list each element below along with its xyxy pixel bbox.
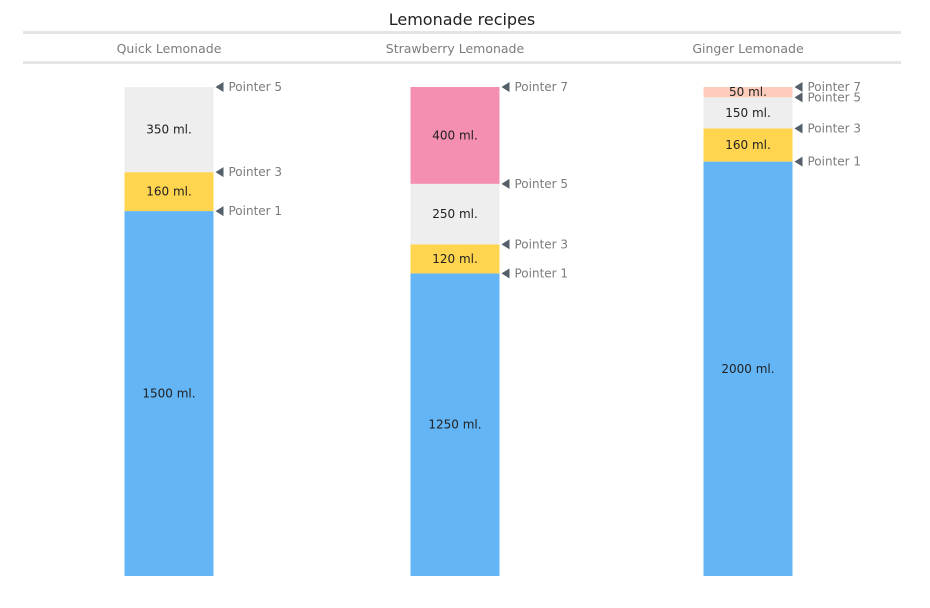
pointer-label: Pointer 1 [808, 155, 862, 169]
segment-value-label: 2000 ml. [721, 362, 774, 376]
pointer-arrow-icon [501, 82, 510, 92]
bar-segment [703, 97, 793, 129]
bar-segment [703, 128, 793, 162]
pointer-arrow-icon [501, 178, 510, 189]
pointer-arrow-icon [501, 239, 510, 250]
header-bottom-rule [23, 61, 901, 64]
pointer-label: Pointer 3 [808, 121, 862, 135]
pointer-arrow-icon [215, 82, 224, 92]
header-top-rule [23, 31, 901, 34]
pointer-label: Pointer 3 [515, 237, 569, 251]
pointer-label: Pointer 1 [515, 266, 569, 280]
bar-segment [124, 172, 214, 212]
pointer-arrow-icon [794, 156, 803, 167]
bar-segment [410, 87, 500, 184]
pointer-arrow-icon [215, 167, 224, 178]
columns-layer: Quick Lemonade 1500 ml. 160 ml. 350 ml. Poin… [117, 41, 862, 577]
segment-value-label: 250 ml. [432, 207, 478, 221]
segment-value-label: 160 ml. [725, 138, 771, 152]
segment-value-label: 400 ml. [432, 128, 478, 142]
segment-value-label: 1500 ml. [142, 387, 195, 401]
pointer-label: Pointer 5 [808, 90, 862, 104]
pointer-label: Pointer 7 [808, 80, 862, 94]
column-0: Quick Lemonade 1500 ml. 160 ml. 350 ml. Poin… [117, 41, 282, 576]
pointer-arrow-icon [794, 92, 803, 103]
pointer-label: Pointer 5 [229, 80, 283, 94]
segment-value-label: 1250 ml. [428, 418, 481, 432]
pointer-arrow-icon [215, 206, 224, 217]
segment-value-label: 50 ml. [729, 85, 767, 99]
column-title: Ginger Lemonade [692, 41, 804, 56]
bar-segment [703, 87, 793, 98]
pointer-label: Pointer 7 [515, 80, 569, 94]
pointer-arrow-icon [501, 268, 510, 279]
segment-value-label: 160 ml. [146, 185, 192, 199]
pointer-arrow-icon [794, 123, 803, 134]
pointer-label: Pointer 1 [229, 204, 283, 218]
segment-value-label: 150 ml. [725, 106, 771, 120]
column-1: Strawberry Lemonade 1250 ml. 120 ml. 250 ml… [386, 41, 568, 576]
column-title: Strawberry Lemonade [386, 41, 525, 56]
bar-segment [410, 183, 500, 245]
column-title: Quick Lemonade [117, 41, 222, 56]
pointer-arrow-icon [794, 82, 803, 92]
column-2: Ginger Lemonade 2000 ml. 160 ml. 150 ml. 50 … [692, 41, 862, 577]
chart-title: Lemonade recipes [389, 10, 536, 29]
bar-segment [703, 161, 793, 577]
pointer-label: Pointer 5 [515, 177, 569, 191]
bar-segment [410, 273, 500, 576]
segment-value-label: 120 ml. [432, 252, 478, 266]
segment-value-label: 350 ml. [146, 123, 192, 137]
pointer-label: Pointer 3 [229, 165, 283, 179]
bar-segment [410, 244, 500, 274]
bar-segment [124, 211, 214, 576]
bar-segment [124, 87, 214, 173]
